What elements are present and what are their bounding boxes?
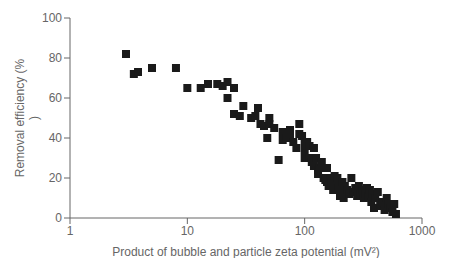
svg-text:60: 60	[49, 91, 63, 105]
svg-text:100: 100	[42, 11, 62, 25]
svg-text:20: 20	[49, 171, 63, 185]
svg-text:10: 10	[181, 224, 195, 238]
svg-text:Removal efficiency (%: Removal efficiency (%	[13, 58, 27, 177]
svg-text:1000: 1000	[409, 224, 436, 238]
svg-text:): )	[27, 116, 41, 120]
svg-text:0: 0	[55, 211, 62, 225]
svg-text:1: 1	[67, 224, 74, 238]
svg-text:100: 100	[295, 224, 315, 238]
svg-text:Product of bubble and particle: Product of bubble and particle zeta pote…	[112, 245, 379, 258]
svg-text:80: 80	[49, 51, 63, 65]
svg-text:40: 40	[49, 131, 63, 145]
